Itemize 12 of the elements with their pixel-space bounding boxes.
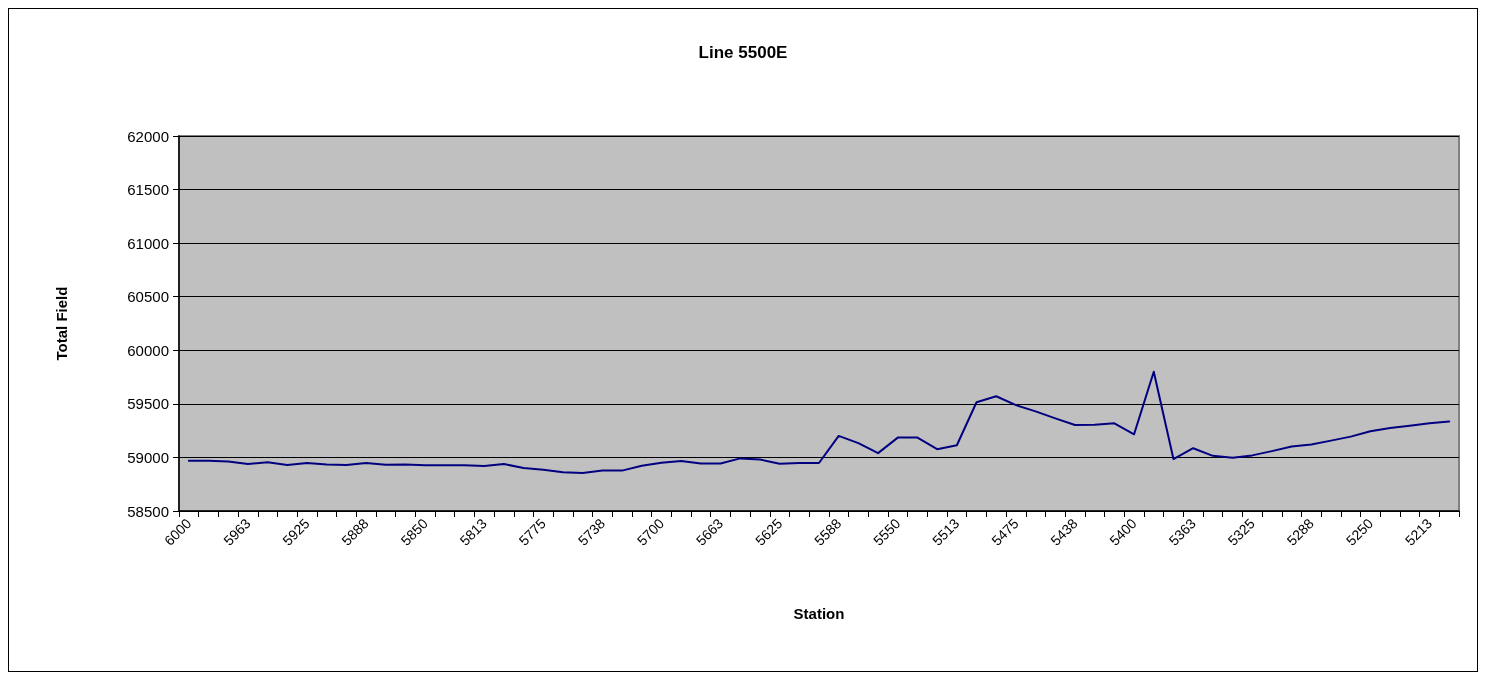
y-tick-label: 58500 xyxy=(127,502,169,520)
chart-title: Line 5500E xyxy=(698,43,788,62)
y-tick-label: 62000 xyxy=(127,127,169,145)
y-tick-label: 60500 xyxy=(127,288,169,306)
y-axis-title: Total Field xyxy=(53,286,70,361)
y-tick-label: 59000 xyxy=(127,448,169,466)
y-tick-label: 59500 xyxy=(127,395,169,413)
y-tick-label: 61500 xyxy=(127,181,169,199)
line-series xyxy=(187,370,1451,474)
x-axis-title: Station xyxy=(793,605,845,622)
y-tick-label: 60000 xyxy=(127,341,169,359)
y-tick-label: 61000 xyxy=(127,234,169,252)
